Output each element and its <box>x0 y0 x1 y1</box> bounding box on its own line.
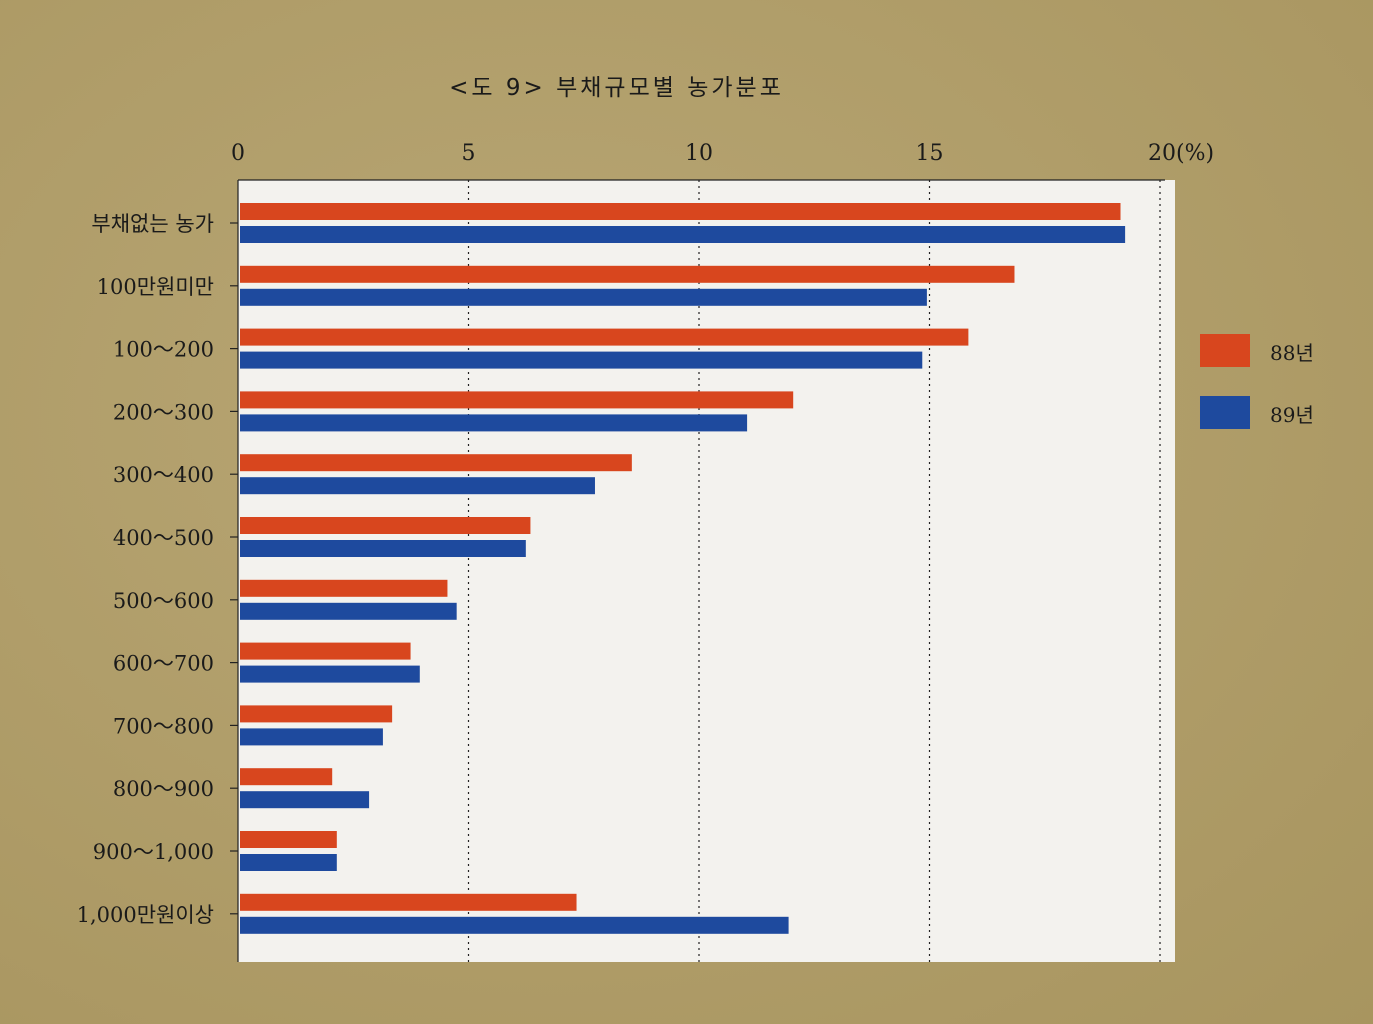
bar <box>240 728 383 746</box>
bar <box>240 226 1126 243</box>
bar <box>240 203 1121 220</box>
category-label: 600～700 <box>113 652 214 676</box>
bar <box>240 831 337 848</box>
bar <box>240 540 526 557</box>
x-tick-label: 5 <box>462 141 476 166</box>
category-label: 100～200 <box>113 338 214 362</box>
bar <box>240 642 411 660</box>
bar <box>240 517 531 534</box>
bar <box>240 265 1015 283</box>
bar <box>240 916 789 934</box>
bar <box>240 705 393 723</box>
category-label: 700～800 <box>113 714 214 738</box>
category-label: 400～500 <box>113 526 214 550</box>
bar <box>240 414 748 432</box>
category-label: 500～600 <box>113 589 214 613</box>
x-tick-label: 0 <box>231 141 245 166</box>
bar <box>240 854 337 871</box>
bar <box>240 454 632 472</box>
category-label: 200～300 <box>113 400 214 424</box>
x-tick-label: 15 <box>916 141 944 166</box>
category-label: 100만원미만 <box>97 275 214 299</box>
bar <box>240 602 457 620</box>
bar <box>240 351 923 369</box>
bar <box>240 579 448 597</box>
chart-title: <도 9> 부채규모별 농가분포 <box>449 75 784 101</box>
legend-label: 89년 <box>1270 403 1314 427</box>
category-label: 800～900 <box>113 777 214 801</box>
legend-swatch <box>1200 334 1250 367</box>
category-label: 300～400 <box>113 463 214 487</box>
bar <box>240 328 969 346</box>
legend-swatch <box>1200 396 1250 429</box>
x-tick-label: 10 <box>685 141 713 166</box>
category-label: 900～1,000 <box>93 840 214 864</box>
x-tick-label: 20(%) <box>1148 141 1214 166</box>
bar <box>240 288 927 306</box>
bar <box>240 391 794 409</box>
category-label: 1,000만원이상 <box>77 903 214 927</box>
bar <box>240 791 370 809</box>
bar <box>240 893 577 911</box>
bar <box>240 768 333 786</box>
legend-label: 88년 <box>1270 341 1314 365</box>
bar <box>240 477 595 495</box>
category-label: 부채없는 농가 <box>91 212 214 236</box>
plot-area <box>238 180 1175 962</box>
bar <box>240 665 420 683</box>
